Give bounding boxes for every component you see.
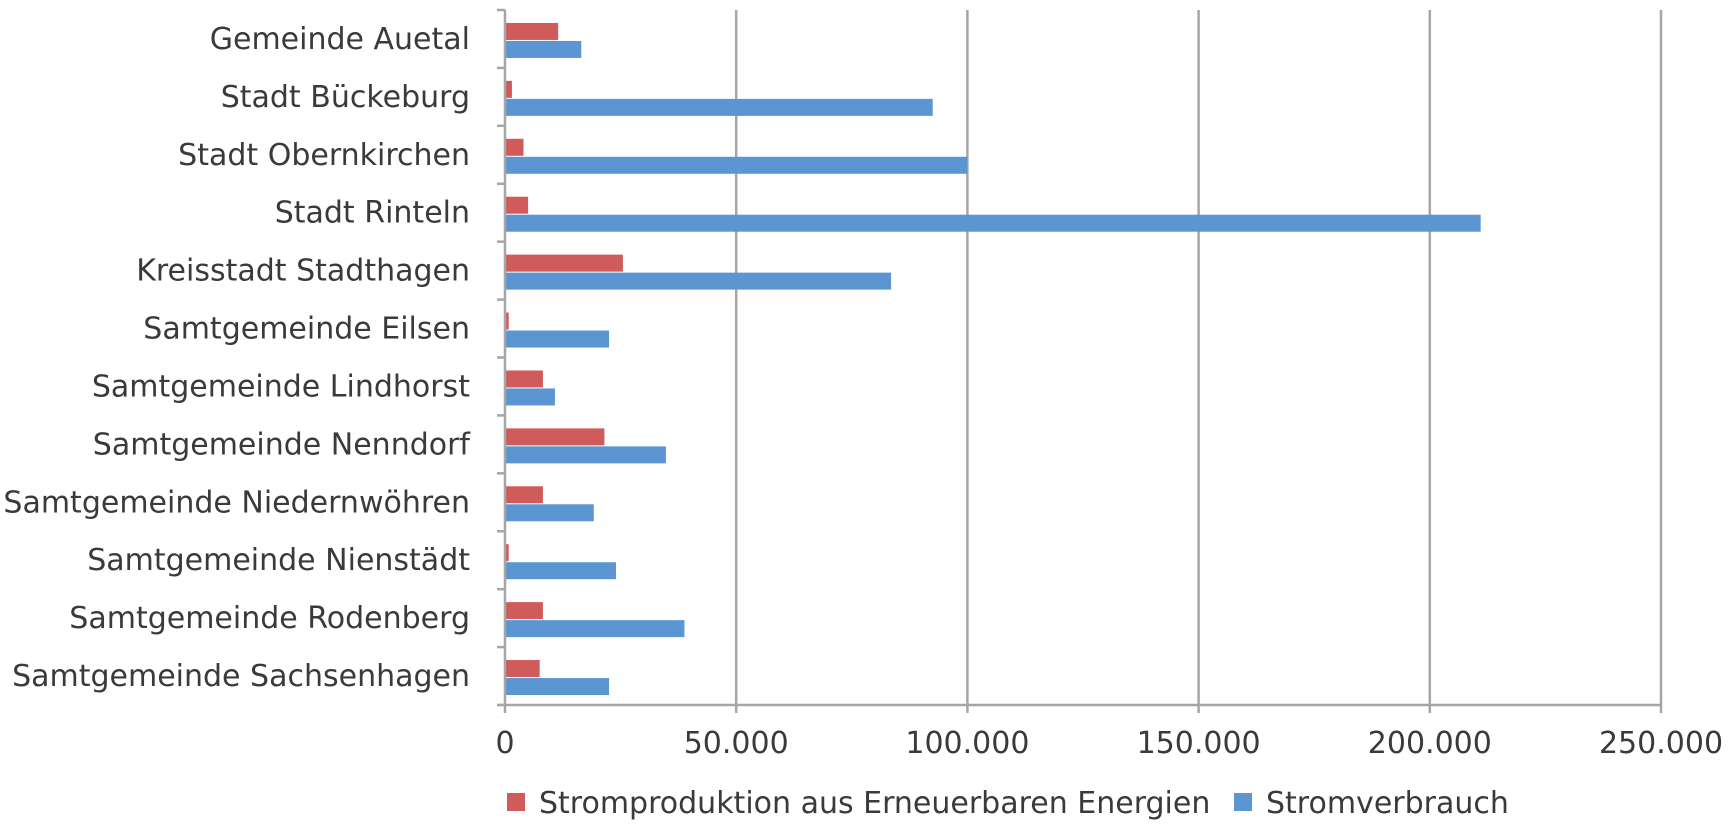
bar <box>505 428 605 446</box>
x-tick-label: 200.000 <box>1368 726 1492 761</box>
bars <box>505 22 1481 696</box>
bar <box>505 602 543 620</box>
x-tick-label: 0 <box>495 726 514 761</box>
bar <box>505 486 543 504</box>
bar <box>505 98 933 116</box>
bar <box>505 388 555 406</box>
bar <box>505 544 509 562</box>
category-label: Samtgemeinde Nienstädt <box>87 543 470 578</box>
category-label: Samtgemeinde Rodenberg <box>69 601 470 636</box>
bar <box>505 312 509 330</box>
axes <box>497 8 1663 713</box>
bar <box>505 660 540 678</box>
category-label: Stadt Bückeburg <box>221 80 470 115</box>
x-tick-label: 100.000 <box>905 726 1029 761</box>
bar <box>505 156 968 174</box>
bar <box>505 40 582 58</box>
category-label: Samtgemeinde Lindhorst <box>92 369 470 404</box>
bar <box>505 196 529 214</box>
bar <box>505 214 1481 232</box>
legend-label: Stromverbrauch <box>1266 786 1509 821</box>
category-label: Stadt Obernkirchen <box>178 138 470 173</box>
bar <box>505 562 616 580</box>
tick-labels: 0 50.000 100.000 150.000 200.000 250.000 <box>495 726 1723 761</box>
bar <box>505 272 892 290</box>
legend-label: Stromproduktion aus Erneuerbaren Energie… <box>539 786 1210 821</box>
category-label: Stadt Rinteln <box>275 196 470 231</box>
bar <box>505 22 559 40</box>
category-label: Samtgemeinde Sachsenhagen <box>12 659 470 694</box>
category-label: Samtgemeinde Niedernwöhren <box>3 485 470 520</box>
legend-swatch <box>1234 793 1252 811</box>
bar <box>505 370 543 388</box>
x-tick-label: 150.000 <box>1137 726 1261 761</box>
category-label: Kreisstadt Stadthagen <box>136 254 470 289</box>
category-label: Samtgemeinde Eilsen <box>143 312 470 347</box>
bar <box>505 620 685 638</box>
x-tick-label: 50.000 <box>684 726 789 761</box>
bar <box>505 678 610 696</box>
gridlines <box>734 10 1663 705</box>
legend: Stromproduktion aus Erneuerbaren Energie… <box>507 786 1509 821</box>
category-label: Gemeinde Auetal <box>210 22 470 57</box>
bar <box>505 138 524 156</box>
x-tick-label: 250.000 <box>1599 726 1723 761</box>
bar <box>505 504 594 522</box>
bar <box>505 254 623 272</box>
bar <box>505 330 610 348</box>
category-labels: Gemeinde Auetal Stadt Bückeburg Stadt Ober… <box>3 22 471 694</box>
bar <box>505 80 512 98</box>
legend-swatch <box>507 793 525 811</box>
category-label: Samtgemeinde Nenndorf <box>93 427 472 462</box>
bar <box>505 446 666 464</box>
